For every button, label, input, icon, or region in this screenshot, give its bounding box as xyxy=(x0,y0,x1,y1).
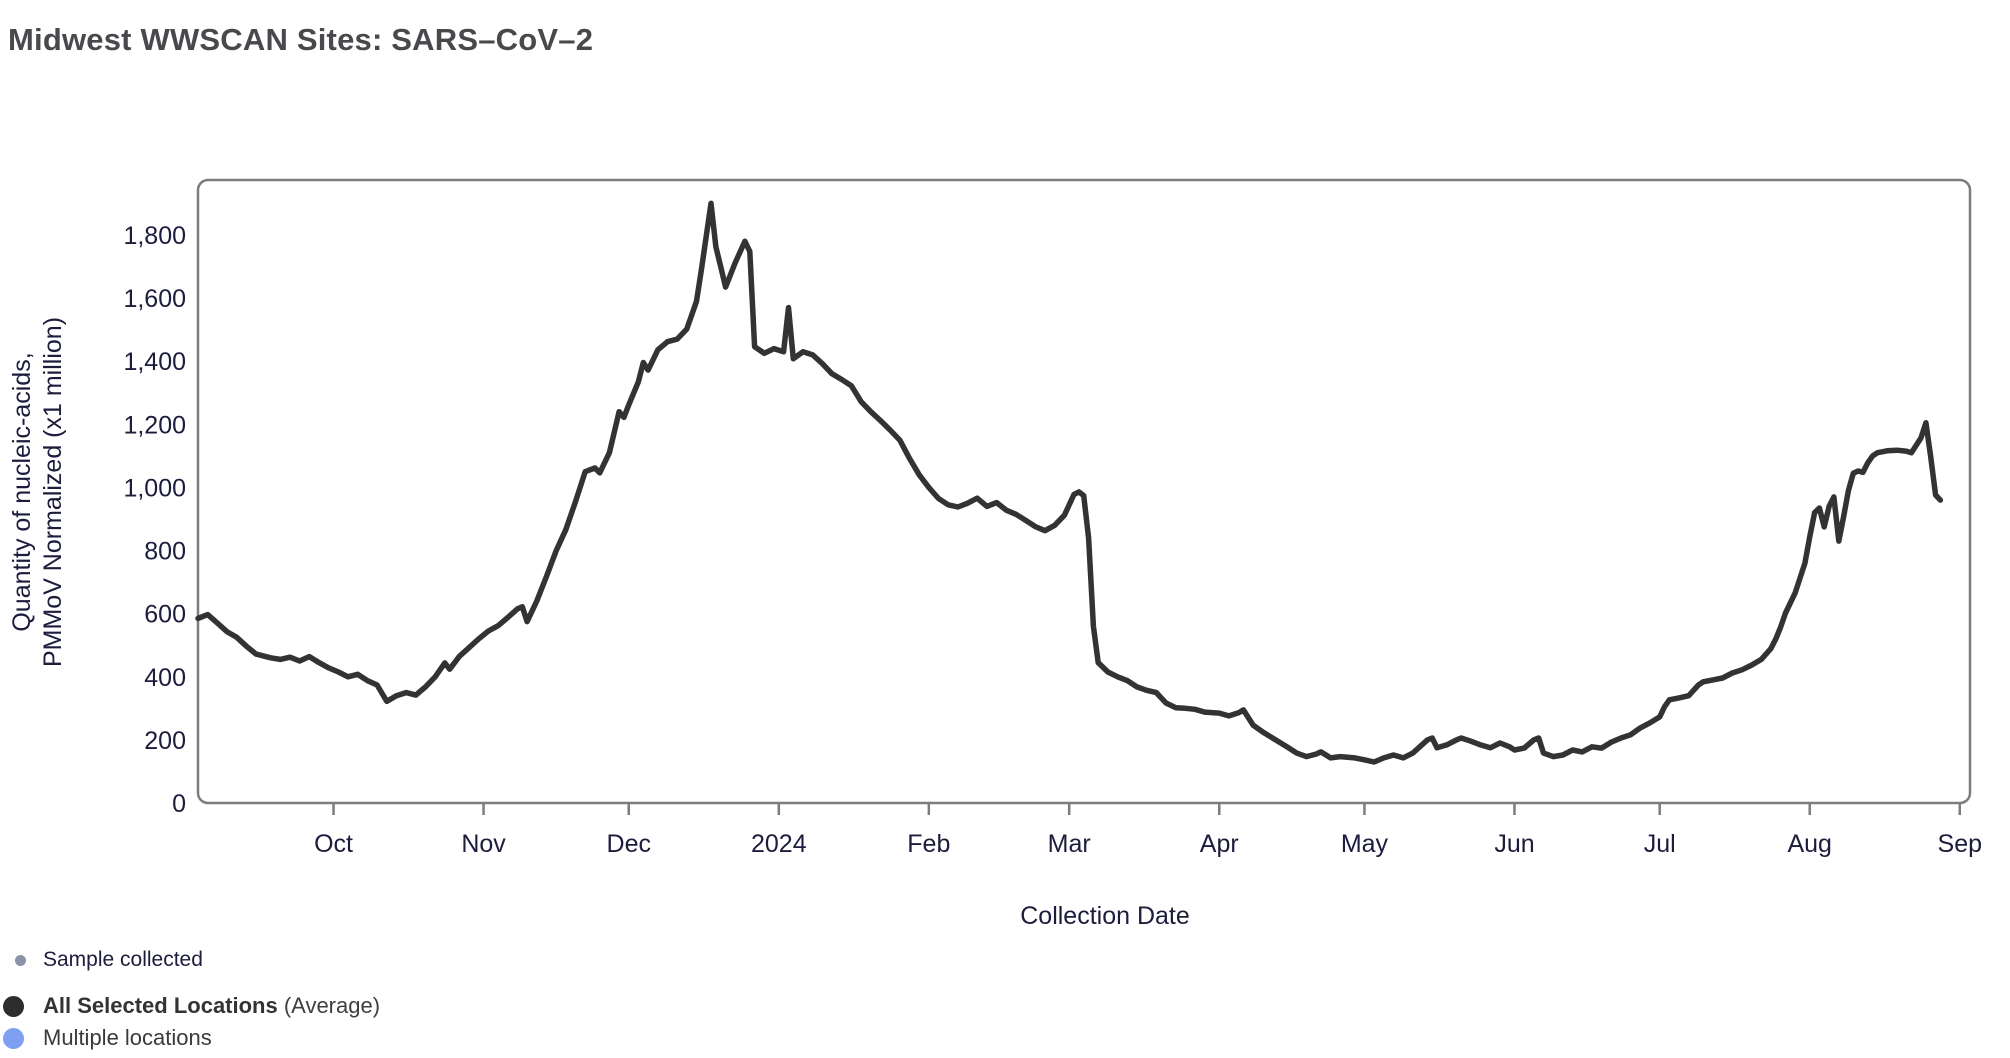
x-tick-label: Oct xyxy=(314,830,353,858)
y-axis-title-line2: PMMoV Normalized (x1 million) xyxy=(39,316,67,668)
y-tick-label: 1,400 xyxy=(123,348,186,376)
legend-item-multiple-locations: Multiple locations xyxy=(0,1025,212,1051)
x-tick-label: Mar xyxy=(1048,830,1091,858)
sample-collected-dot-icon xyxy=(15,954,26,966)
y-tick-label: 1,000 xyxy=(123,474,186,502)
x-axis-title: Collection Date xyxy=(1020,902,1190,930)
legend-item-sample-collected: Sample collected xyxy=(0,948,203,972)
y-tick-label: 1,800 xyxy=(123,222,186,250)
x-tick-label: Sep xyxy=(1938,830,1982,858)
plot-frame xyxy=(196,178,1972,805)
y-tick-label: 400 xyxy=(144,664,186,692)
y-tick-label: 1,200 xyxy=(123,411,186,439)
legend-label-sample-collected: Sample collected xyxy=(43,948,203,971)
y-tick-label: 0 xyxy=(172,790,186,818)
legend-label-suffix: (Average) xyxy=(277,993,381,1018)
x-tick-label: May xyxy=(1341,830,1389,858)
x-tick-label: 2024 xyxy=(751,830,807,858)
x-tick-label: Apr xyxy=(1200,830,1239,858)
x-tick-label: Jul xyxy=(1644,830,1676,858)
legend-label-multiple-locations: Multiple locations xyxy=(43,1025,212,1050)
multiple-locations-dot-icon xyxy=(3,1027,24,1049)
x-tick-label: Jun xyxy=(1494,830,1534,858)
legend-label-all-selected-locations: All Selected Locations (Average) xyxy=(43,993,380,1019)
y-axis-title-line1: Quantity of nucleic-acids, xyxy=(8,352,36,632)
y-tick-label: 800 xyxy=(144,538,186,566)
x-tick-label: Feb xyxy=(907,830,950,858)
all-selected-locations-dot-icon xyxy=(3,995,24,1017)
legend-label-bold: All Selected Locations xyxy=(43,993,278,1018)
series-line xyxy=(195,200,1944,765)
x-tick-label: Nov xyxy=(461,830,506,858)
y-tick-label: 200 xyxy=(144,727,186,755)
page-title: Midwest WWSCAN Sites: SARS–CoV–2 xyxy=(8,22,594,57)
x-tick-label: Aug xyxy=(1787,830,1831,858)
y-axis-title: Quantity of nucleic-acids, PMMoV Normali… xyxy=(7,317,69,667)
legend-item-all-selected-locations: All Selected Locations (Average) xyxy=(0,993,380,1019)
y-tick-label: 1,600 xyxy=(123,285,186,313)
x-tick-label: Dec xyxy=(607,830,651,858)
y-tick-label: 600 xyxy=(144,601,186,629)
